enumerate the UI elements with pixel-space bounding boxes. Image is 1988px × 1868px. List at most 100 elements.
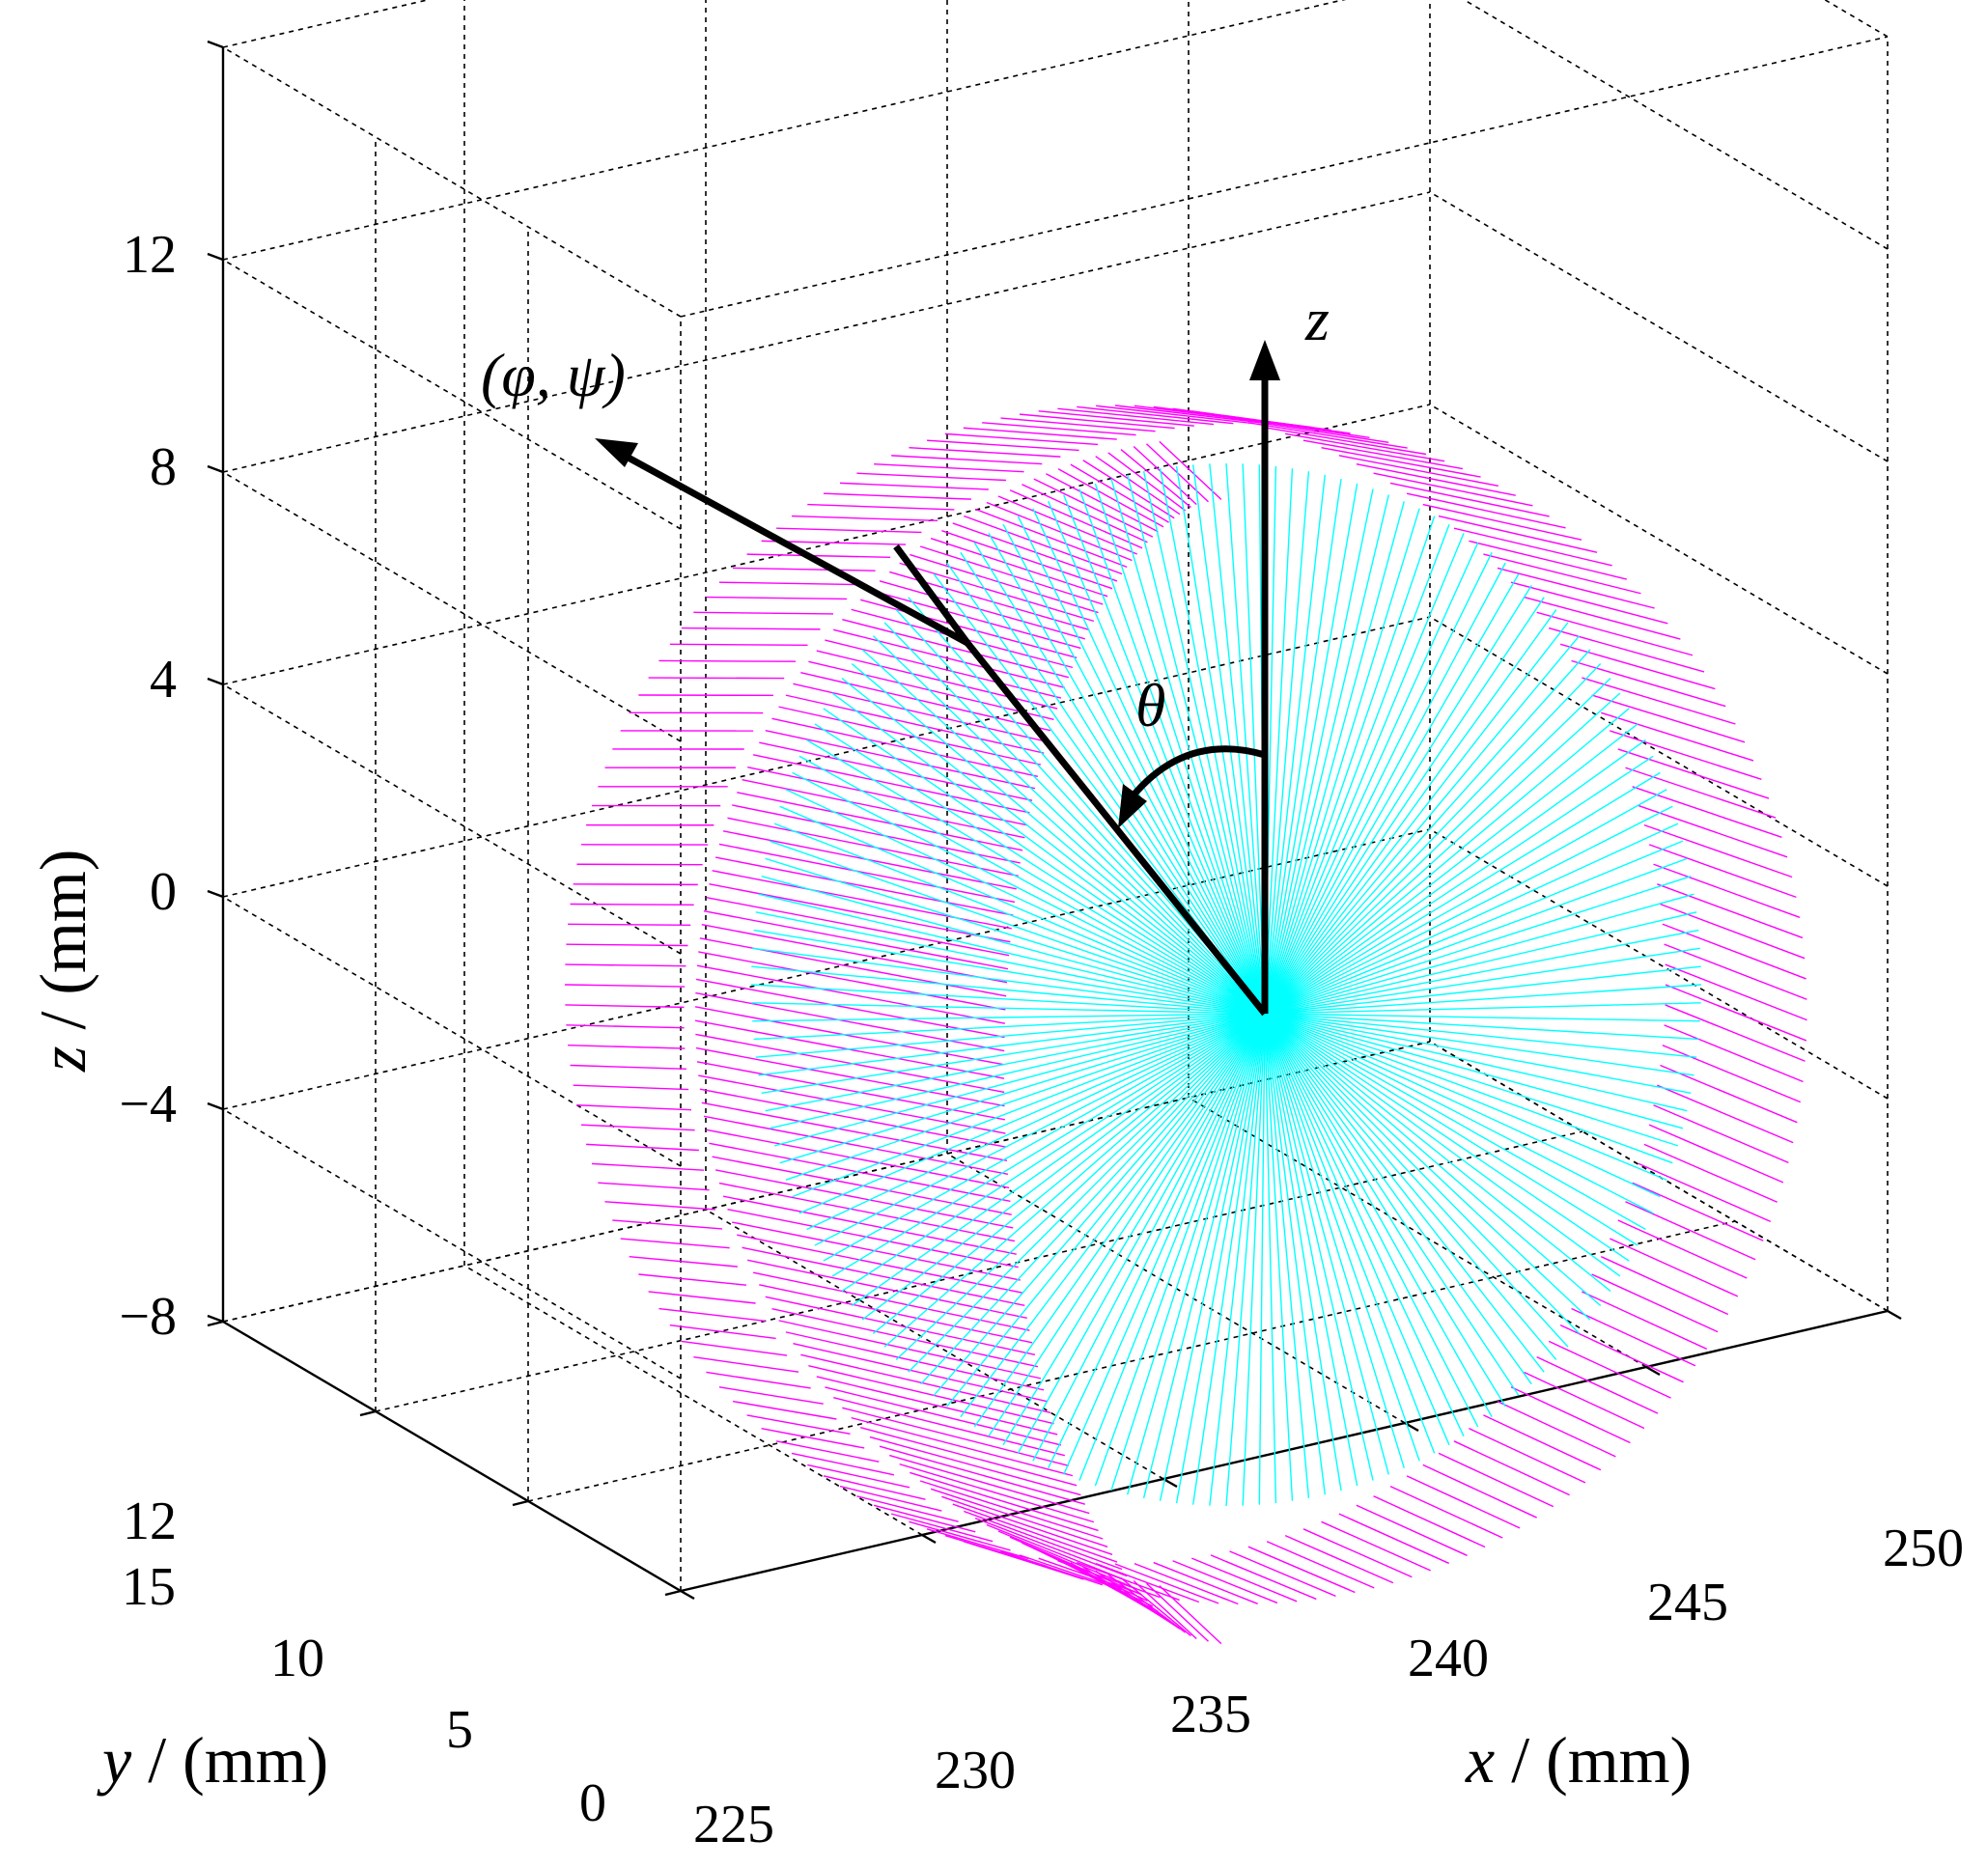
ray-line [1264,597,1545,1015]
surface-line [564,984,686,988]
surface-line [1302,1528,1413,1578]
grid-line [222,259,682,530]
surface-line [568,1045,686,1049]
z-tick [207,40,224,49]
ray-line [1032,508,1266,1015]
ray-line [1142,1013,1266,1498]
ray-line [1264,755,1654,1015]
ray-line [1264,1013,1692,1094]
grid-line [222,683,682,955]
ray-line [1264,1013,1630,1262]
ray-line [761,876,1266,1015]
surface-line [1033,478,1154,538]
surface-line [718,843,1016,904]
ray-line [1209,1013,1266,1506]
surface-line [1632,1182,1764,1241]
ray-line [1264,1013,1493,1418]
ray-line [1264,1013,1697,1058]
surface-line [706,1371,811,1389]
ray-line [1264,494,1389,1015]
surface-line [1653,863,1801,919]
ray-line [1142,471,1266,1015]
surface-line [791,1452,895,1476]
z-tick-label: 12 [123,225,177,285]
z-tick-label: 12 [123,1492,177,1551]
surface-line [785,1331,1045,1391]
ray-line [1264,478,1342,1015]
surface-line [941,530,1113,590]
ray-line [1110,1013,1266,1492]
surface-line [1057,468,1164,528]
surface-line [1600,1256,1729,1316]
surface-line [1009,489,1143,549]
surface-line [1582,677,1736,725]
surface-line [1422,1464,1537,1519]
ray-line [946,562,1266,1015]
surface-line [873,1504,976,1533]
surface-line [1191,1557,1298,1603]
x-tick-label: 240 [1408,1629,1489,1688]
ray-line [769,840,1266,1015]
surface-line [1643,1143,1778,1203]
surface-line [765,729,1036,790]
surface-line [695,1033,1005,1094]
grid-line [1429,404,1889,675]
grid-line [1188,1097,1647,1368]
ray-line [792,771,1266,1015]
ray-line [1264,1013,1465,1436]
grid-line [1429,828,1889,1100]
ray-line [1242,1013,1266,1506]
surface-line [612,1219,723,1230]
surface-line [839,482,989,490]
surface-line [1660,903,1806,960]
surface-line [1210,413,1370,438]
surface-line [807,1464,910,1489]
surface-line [718,581,861,586]
surface-line [1438,1452,1554,1508]
direction-arrow [612,446,969,647]
direction-label: (φ, ψ) [481,341,626,409]
z-tick-label: −4 [119,1074,177,1134]
z-axis-label: z / (mm) [26,850,99,1073]
surface-line [860,1427,1078,1487]
surface-line [825,639,1062,699]
surface-line [941,1495,1113,1555]
surface-line [869,1436,1081,1496]
surface-line [1406,492,1566,529]
ray-line [755,911,1266,1015]
surface-line [580,1124,695,1131]
z-tick [207,252,224,262]
surface-line [785,694,1045,754]
surface-line [974,1517,1128,1577]
surface-line [701,1101,1008,1161]
surface-line [648,1291,756,1304]
surface-line [982,422,1136,436]
surface-line [694,1006,1005,1066]
ray-line [872,1013,1266,1334]
surface-line [1571,1307,1696,1367]
grid-line [222,0,1347,261]
surface-line [776,527,922,534]
ray-line [1002,523,1266,1015]
surface-line [747,1259,1027,1320]
ray-line [1264,1013,1684,1129]
surface-line [919,1480,1104,1540]
surface-line [709,1142,1011,1202]
ray-line [1191,464,1266,1015]
grid-line [946,1153,1406,1424]
ray-line [1264,468,1294,1015]
surface-line [833,1397,1065,1457]
ray-line [1264,1013,1688,1112]
surface-line [695,991,1005,1052]
surface-line [1373,1495,1486,1548]
grid-line [1429,191,1889,462]
surface-line [752,754,1030,814]
grid-line [222,1108,682,1380]
ray-line [1264,840,1684,1015]
surface-line [842,1407,1069,1466]
z-tick [207,464,224,474]
grid-line [463,1265,923,1536]
ray-line [841,1013,1266,1292]
surface-line [1625,1201,1756,1261]
